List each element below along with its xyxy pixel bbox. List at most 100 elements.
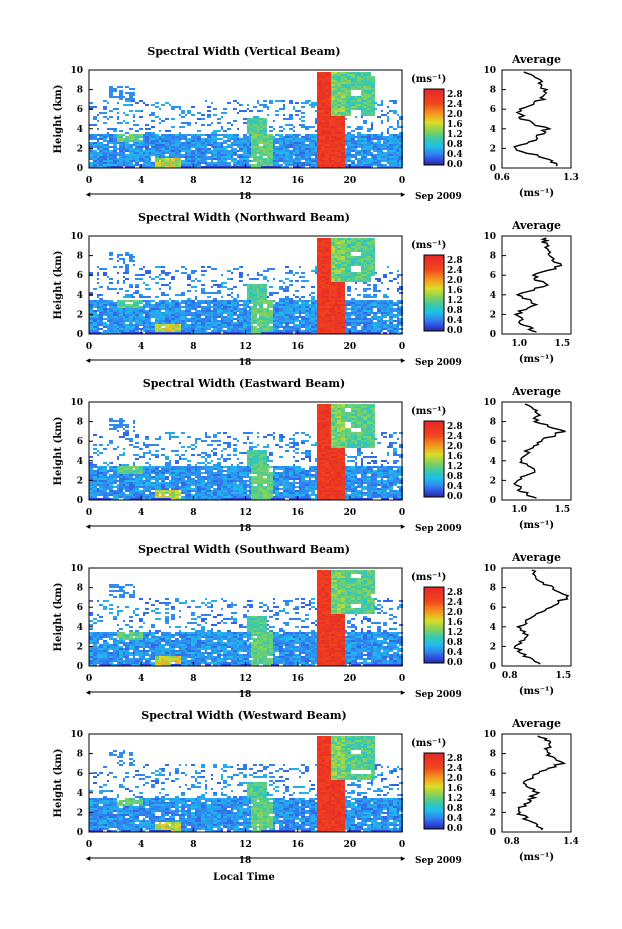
heatmap-cell [153,146,155,148]
heatmap-cell [259,142,261,144]
heatmap-cell [247,104,249,106]
heatmap-cell [289,100,291,102]
heatmap-cell [167,142,169,144]
heatmap-cell [257,144,259,146]
heatmap-cell [113,154,115,156]
heatmap-cell [125,98,127,100]
heatmap-cell [167,134,169,136]
heatmap-cell [129,144,131,146]
heatmap-cell [149,134,151,136]
heatmap-cell [101,142,103,144]
heatmap-cell [157,156,159,158]
heatmap-cell [135,154,137,156]
heatmap-cell [289,158,291,160]
heatmap-cell [177,152,179,154]
heatmap-cell [161,140,163,142]
heatmap-cell [309,152,311,154]
heatmap-cell [97,138,99,140]
heatmap-cell [303,162,305,164]
heatmap-cell [245,160,247,162]
heatmap-cell [221,158,223,160]
heatmap-cell [161,136,163,138]
heatmap-cell [295,162,297,164]
heatmap-cell [217,152,219,154]
heatmap-cell [307,136,309,138]
heatmap-cell [121,122,123,124]
heatmap-cell [149,152,151,154]
heatmap-cell [145,148,147,150]
heatmap-cell [279,140,281,142]
heatmap-cell [179,148,181,150]
heatmap-cell [315,142,317,144]
heatmap-cell [149,142,151,144]
heatmap-cell [257,156,259,158]
heatmap-cell [139,144,141,146]
heatmap-cell [139,148,141,150]
heatmap-cell [249,140,251,142]
heatmap-cell [241,154,243,156]
heatmap-cell [99,138,101,140]
heatmap-cell [125,114,127,116]
heatmap-cell [177,154,179,156]
heatmap-cell [189,122,191,124]
heatmap-cell [239,110,241,112]
heatmap-cell [155,144,157,146]
heatmap-cell [107,154,109,156]
heatmap-cell [253,152,255,154]
heatmap-cell [179,150,181,152]
heatmap-cell [169,138,171,140]
heatmap-cell [277,150,279,152]
heatmap-cell [171,140,173,142]
heatmap-cell [213,136,215,138]
heatmap-cell [205,142,207,144]
heatmap-cell [163,148,165,150]
heatmap-cell [139,134,141,136]
heatmap-cell [199,148,201,150]
heatmap-cell [115,138,117,140]
heatmap-cell [303,164,305,166]
heatmap-cell [99,134,101,136]
heatmap-cell [139,110,141,112]
heatmap-cell [155,136,157,138]
heatmap-cell [145,124,147,126]
heatmap-cell [235,120,237,122]
heatmap-cell [273,150,275,152]
heatmap-cell [95,158,97,160]
heatmap-cell [127,86,129,88]
heatmap-cell [125,158,127,160]
heatmap-cell [109,156,111,158]
heatmap-cell [249,124,251,126]
heatmap-cell [267,162,269,164]
heatmap-cell [265,140,267,142]
heatmap-cell [165,140,167,142]
heatmap-cell [297,142,299,144]
heatmap-cell [113,150,115,152]
heatmap-cell [203,160,205,162]
heatmap-cell [189,148,191,150]
heatmap-cell [203,118,205,120]
heatmap-cell [159,160,161,162]
heatmap-cell [207,106,209,108]
heatmap-cell [121,156,123,158]
heatmap-cell [177,150,179,152]
heatmap-cell [289,146,291,148]
heatmap-cell [209,156,211,158]
heatmap-cell [139,154,141,156]
heatmap-cell [249,152,251,154]
heatmap-cell [161,152,163,154]
heatmap-cell [145,142,147,144]
heatmap-cell [299,158,301,160]
heatmap-cell [251,136,253,138]
heatmap-cell [271,146,273,148]
heatmap-cell [175,106,177,108]
heatmap-cell [175,162,177,164]
heatmap-cell [155,154,157,156]
heatmap-cell [121,144,123,146]
heatmap-cell [225,146,227,148]
heatmap-cell [297,136,299,138]
heatmap-cell [263,106,265,108]
heatmap-cell [281,140,283,142]
heatmap-cell [121,90,123,92]
heatmap-cell [153,164,155,166]
heatmap-cell [145,152,147,154]
